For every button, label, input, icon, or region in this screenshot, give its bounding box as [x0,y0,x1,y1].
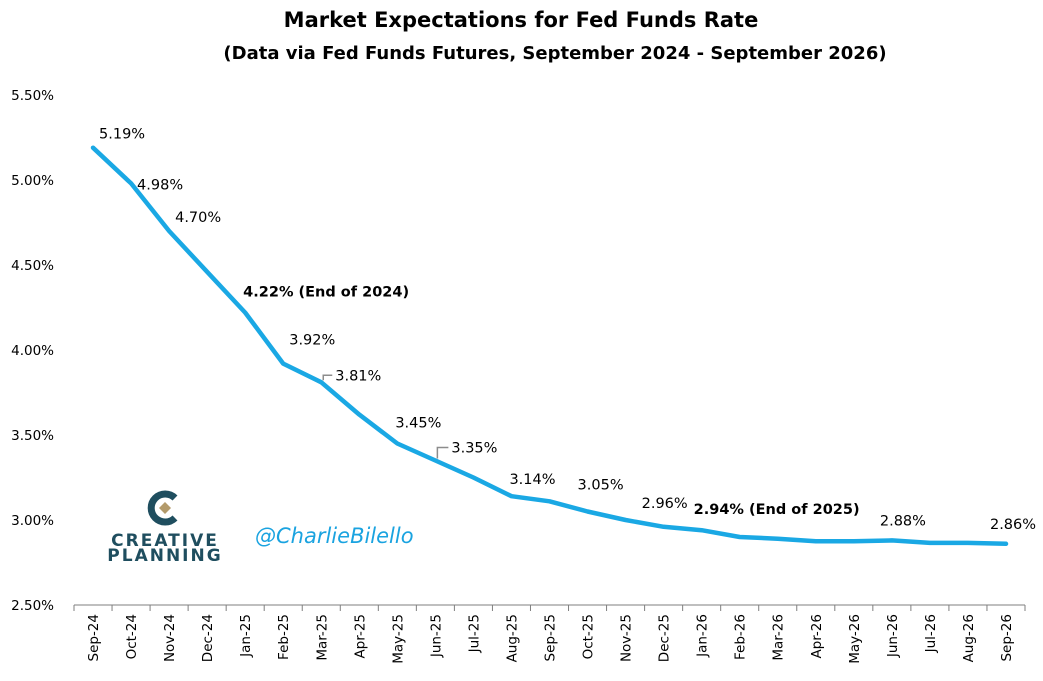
data-label: 4.98% [137,177,183,193]
x-tick-label: Feb-25 [276,614,292,660]
x-tick-label: Apr-25 [352,614,368,659]
x-axis: Sep-24 Oct-24 Nov-24 Dec-24 Jan-25 Feb-25 Mar-… [73,604,1026,664]
x-tick-label: Oct-25 [581,614,597,659]
data-label: 4.22% (End of 2024) [243,285,409,301]
y-tick-label: 4.50% [11,258,54,274]
x-tick-label: May-25 [390,614,406,664]
logo-line-1: CREATIVE [111,531,219,551]
data-labels: 5.19% 4.98% 4.70% 4.22% (End of 2024) 3.92% 3… [99,127,1036,533]
chart-title: Market Expectations for Fed Funds Rate [284,8,759,32]
data-label: 3.35% [451,441,497,457]
y-tick-label: 5.50% [11,88,54,104]
chart-subtitle: (Data via Fed Funds Futures, September 2… [223,43,886,64]
x-tick-label: Sep-24 [86,614,102,662]
y-tick-label: 4.00% [11,343,54,359]
x-tick-label: Sep-25 [543,614,559,662]
data-label: 2.94% (End of 2025) [694,502,860,518]
y-tick-label: 2.50% [11,598,54,614]
x-tick-label: Aug-26 [961,614,977,662]
x-tick-label: Dec-24 [200,614,216,662]
x-tick-label: May-26 [847,614,863,664]
data-label: 3.14% [509,472,555,488]
y-tick-label: 3.00% [11,513,54,529]
logo-line-2: PLANNING [107,546,222,566]
x-tick-label: Apr-26 [809,614,825,659]
twitter-handle: @CharlieBilello [255,524,414,548]
x-tick-label: Jun-26 [885,614,901,658]
x-tick-label: Nov-25 [619,614,635,662]
label-leader-line [322,374,333,381]
series-layer [90,145,1009,547]
data-label: 3.81% [335,368,381,384]
data-label: 2.96% [642,496,688,512]
data-label: 2.86% [990,517,1036,533]
y-tick-label: 3.50% [11,428,54,444]
x-tick-label: Nov-24 [162,614,178,662]
data-label: 4.70% [175,210,221,226]
creative-planning-logo: CREATIVE PLANNING [107,490,222,566]
series-line [90,145,1009,547]
x-tick-label: Jul-26 [923,614,939,653]
x-tick-label: Mar-25 [314,614,330,661]
x-tick-label: Aug-25 [504,614,520,662]
x-tick-label: Jan-25 [238,614,254,658]
data-label: 2.88% [880,513,926,529]
x-tick-label: Sep-26 [999,614,1015,662]
logo-mark-icon [147,490,178,526]
x-tick-label: Jun-25 [428,614,444,658]
data-label: 5.19% [99,127,145,143]
x-tick-label: Jul-25 [466,614,482,653]
data-label: 3.45% [395,416,441,432]
x-tick-label: Feb-26 [733,614,749,660]
y-tick-label: 5.00% [11,173,54,189]
label-leaders [322,374,449,459]
data-label: 3.92% [289,333,335,349]
data-label: 3.05% [578,478,624,494]
y-axis: 2.50% 3.00% 3.50% 4.00% 4.50% 5.00% 5.50% [11,88,54,614]
x-tick-label: Dec-25 [657,614,673,662]
x-tick-label: Jan-26 [695,614,711,658]
label-leader-line [436,446,449,459]
x-tick-label: Mar-26 [771,614,787,661]
x-tick-label: Oct-24 [124,614,140,659]
